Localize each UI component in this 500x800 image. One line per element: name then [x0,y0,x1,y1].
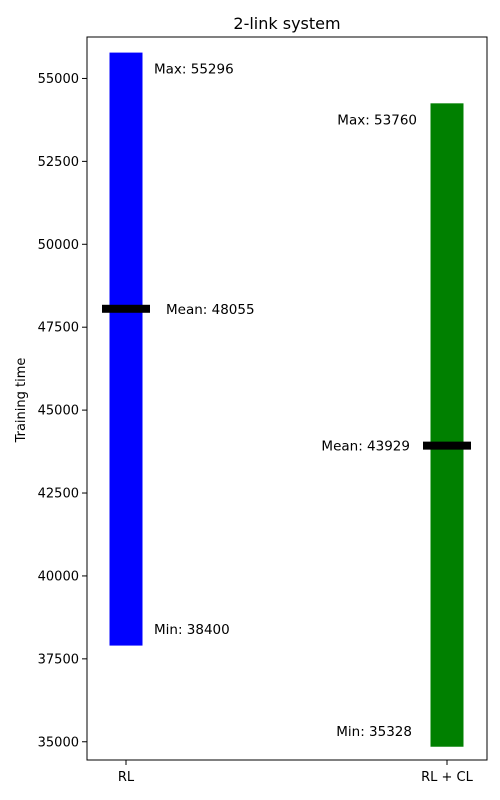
mean-marker [102,304,150,313]
chart-title: 2-link system [233,14,340,33]
y-tick-label: 50000 [38,238,79,253]
x-tick-label: RL + CL [421,770,474,785]
mean-label: Mean: 43929 [321,439,410,455]
plot-area: Max: 55296 Mean: 48055 Min: 38400 Max: 5376… [102,52,471,747]
x-axis: RL RL + CL [118,760,474,785]
range-bar [430,103,464,747]
y-tick-label: 40000 [38,569,79,584]
y-axis: 35000 37500 40000 42500 45000 47500 50000 52500… [38,72,87,750]
plot-frame [86,36,488,761]
range-bar [109,52,143,646]
y-axis-label: Training time [14,358,29,444]
mean-label: Mean: 48055 [166,302,255,318]
y-tick-label: 37500 [38,652,79,667]
y-tick-label: 47500 [38,321,79,336]
y-tick-label: 52500 [38,155,79,170]
min-label: Min: 35328 [336,724,412,740]
y-tick-label: 45000 [38,404,79,419]
mean-marker [423,441,471,450]
min-label: Min: 38400 [154,622,230,638]
max-label: Max: 55296 [154,62,234,78]
max-label: Max: 53760 [337,113,417,129]
x-tick-label: RL [118,770,135,785]
y-tick-label: 35000 [38,735,79,750]
y-tick-label: 55000 [38,72,79,87]
y-tick-label: 42500 [38,487,79,502]
